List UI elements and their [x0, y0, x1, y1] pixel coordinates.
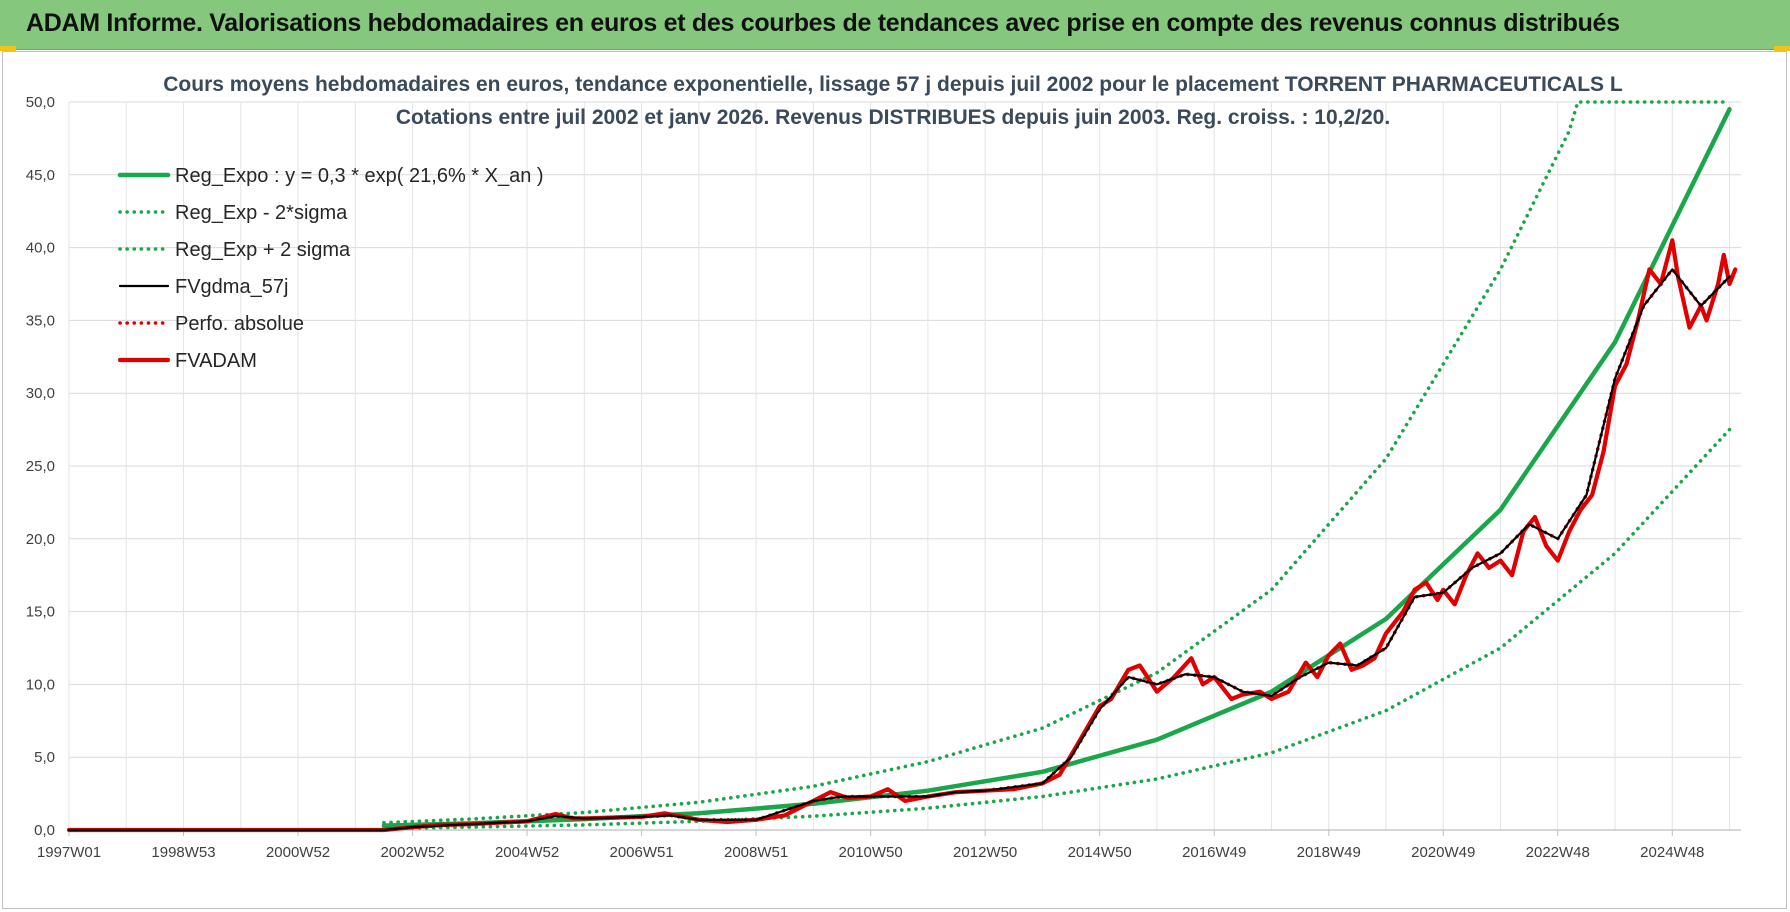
x-tick-label: 2018W49	[1297, 844, 1361, 861]
legend-label-4: Perfo. absolue	[175, 313, 304, 335]
chart-frame: Cours moyens hebdomadaires en euros, ten…	[2, 51, 1787, 909]
x-tick-label: 2010W50	[839, 844, 903, 861]
x-tick-label: 2012W50	[953, 844, 1017, 861]
legend: Reg_Expo : y = 0,3 * exp( 21,6% * X_an )…	[117, 165, 544, 372]
x-tick-label: 2004W52	[495, 844, 559, 861]
y-tick-label: 5,0	[34, 749, 55, 766]
series-layer	[66, 100, 1738, 833]
x-tick-label: 1997W01	[37, 844, 101, 861]
legend-label-1: Reg_Exp - 2*sigma	[175, 202, 348, 224]
legend-label-5: FVADAM	[175, 350, 257, 372]
legend-label-2: Reg_Exp + 2 sigma	[175, 239, 351, 261]
series-line-4	[67, 267, 1732, 832]
x-tick-label: 2008W51	[724, 844, 788, 861]
y-tick-label: 25,0	[26, 458, 55, 475]
x-tick-label: 2024W48	[1640, 844, 1704, 861]
x-tick-label: 2002W52	[380, 844, 444, 861]
grid	[68, 101, 1741, 831]
y-tick-label: 50,0	[26, 94, 55, 111]
x-tick-label: 2022W48	[1526, 844, 1590, 861]
y-tick-label: 0,0	[34, 822, 55, 839]
series-line-5	[66, 238, 1738, 833]
banner: ADAM Informe. Valorisations hebdomadaire…	[0, 0, 1790, 50]
series-line-2	[382, 100, 1732, 825]
y-tick-label: 45,0	[26, 167, 55, 184]
y-tick-label: 20,0	[26, 531, 55, 548]
y-tick-label: 15,0	[26, 604, 55, 621]
chart-title-line-1: Cours moyens hebdomadaires en euros, ten…	[163, 73, 1623, 96]
x-tick-label: 2020W49	[1411, 844, 1475, 861]
y-tick-label: 30,0	[26, 385, 55, 402]
x-tick-label: 2016W49	[1182, 844, 1246, 861]
x-axis: 1997W01 1998W53 2000W52 2002W52 2004W52 2006W…	[37, 830, 1704, 861]
chart: Cours moyens hebdomadaires en euros, ten…	[26, 73, 1741, 861]
y-tick-label: 10,0	[26, 676, 55, 693]
legend-label-3: FVgdma_57j	[175, 276, 288, 298]
y-tick-label: 35,0	[26, 312, 55, 329]
x-tick-label: 1998W53	[151, 844, 215, 861]
y-axis: 0,0 5,0 10,0 15,0 20,0 25,0 30,0 35,0 40,0 45,0 50…	[26, 94, 55, 839]
series-line-3	[67, 268, 1731, 832]
x-tick-label: 2006W51	[609, 844, 673, 861]
chart-title-line-2: Cotations entre juil 2002 et janv 2026. …	[396, 106, 1390, 129]
corner-marker-left	[0, 46, 16, 51]
corner-marker-right	[1774, 46, 1790, 51]
legend-label-0: Reg_Expo : y = 0,3 * exp( 21,6% * X_an )	[175, 165, 544, 187]
banner-title: ADAM Informe. Valorisations hebdomadaire…	[26, 9, 1620, 37]
series-line-1	[382, 427, 1732, 831]
y-tick-label: 40,0	[26, 240, 55, 257]
x-tick-label: 2014W50	[1068, 844, 1132, 861]
x-tick-label: 2000W52	[266, 844, 330, 861]
